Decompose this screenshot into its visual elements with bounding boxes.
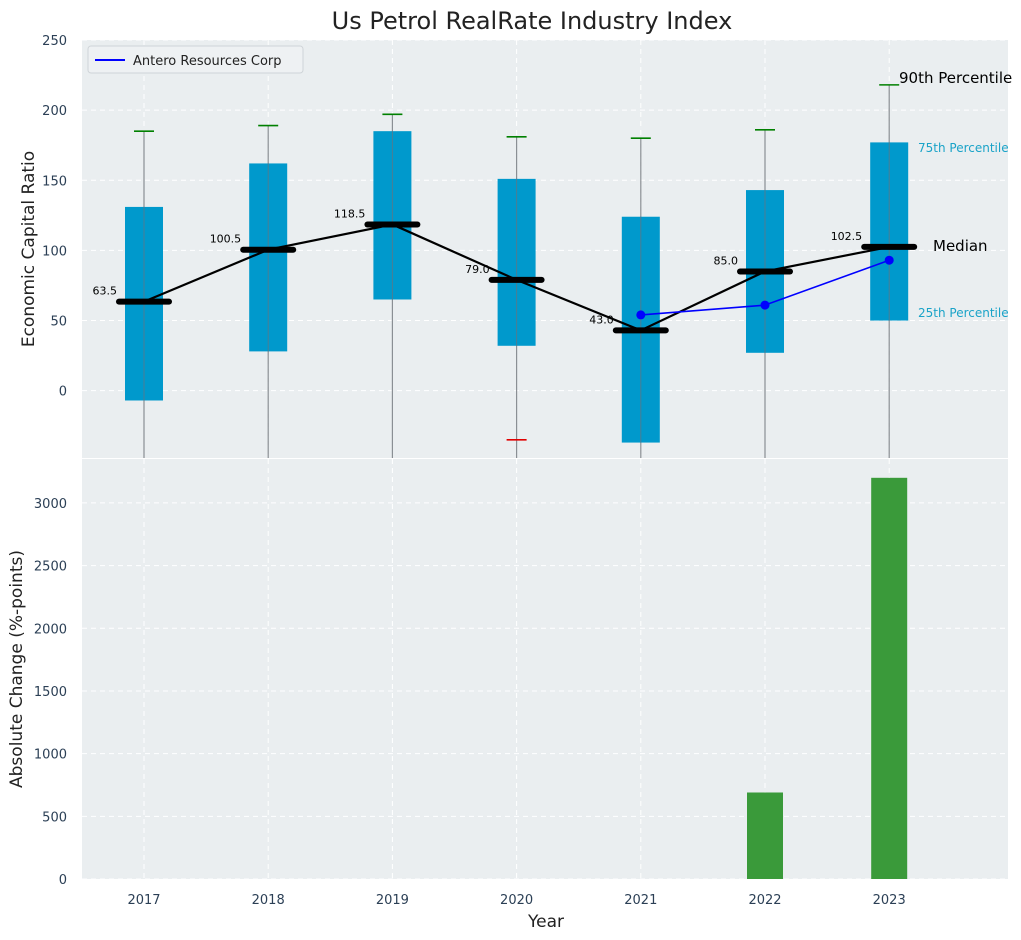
- legend-label-company: Antero Resources Corp: [133, 54, 282, 69]
- company-point: [884, 255, 894, 265]
- legend: Antero Resources Corp: [87, 45, 304, 74]
- annotation-p75: 75th Percentile: [918, 141, 1009, 155]
- bottom-grid: [82, 459, 1008, 880]
- median-label: 100.5: [210, 233, 242, 246]
- median-label: 102.5: [831, 230, 863, 243]
- top-y-tick-label: 100: [42, 244, 67, 259]
- company-series: [636, 255, 894, 320]
- company-point: [760, 300, 770, 310]
- change-bars: [747, 477, 908, 879]
- median-label: 43.0: [589, 313, 614, 326]
- bottom-y-axis-label: Absolute Change (%-points): [7, 550, 27, 788]
- percentile-annotations: 90th Percentile 75th Percentile Median 2…: [899, 69, 1012, 320]
- x-tick-label: 2018: [252, 893, 285, 908]
- bottom-y-tick-label: 2500: [34, 560, 67, 575]
- bottom-y-tick-label: 500: [42, 810, 67, 825]
- median-label: 118.5: [334, 207, 366, 220]
- top-y-tick-label: 200: [42, 104, 67, 119]
- top-y-ticks: 0 50 100 150 200 250: [42, 34, 67, 400]
- company-point: [636, 310, 646, 320]
- top-panel: 0 50 100 150 200 250 63.5 100.5 118.5 79.0 43.0 85…: [19, 34, 1012, 458]
- x-tick-label: 2020: [500, 893, 533, 908]
- bottom-y-tick-label: 3000: [34, 497, 67, 512]
- median-label: 63.5: [93, 285, 118, 298]
- top-y-tick-label: 150: [42, 174, 67, 189]
- median-labels: 63.5 100.5 118.5 79.0 43.0 85.0 102.5: [93, 207, 863, 326]
- top-y-axis-label: Economic Capital Ratio: [19, 151, 39, 347]
- median-label: 85.0: [714, 254, 739, 267]
- legend-box: [87, 45, 304, 74]
- bottom-y-tick-label: 0: [59, 873, 67, 888]
- x-tick-label: 2023: [873, 893, 906, 908]
- x-tick-label: 2021: [624, 893, 657, 908]
- annotation-p90: 90th Percentile: [899, 69, 1012, 87]
- annotation-median: Median: [933, 237, 988, 255]
- top-y-tick-label: 250: [42, 34, 67, 49]
- x-tick-label: 2022: [748, 893, 781, 908]
- bottom-y-ticks: 0 500 1000 1500 2000 2500 3000: [34, 497, 67, 888]
- median-label: 79.0: [465, 263, 490, 276]
- chart-title: Us Petrol RealRate Industry Index: [332, 7, 733, 35]
- median-markers: [116, 221, 918, 334]
- bottom-y-tick-label: 2000: [34, 622, 67, 637]
- x-tick-label: 2017: [127, 893, 160, 908]
- x-tick-label: 2019: [376, 893, 409, 908]
- bottom-y-tick-label: 1500: [34, 685, 67, 700]
- x-ticks: 2017 2018 2019 2020 2021 2022 2023: [127, 893, 905, 908]
- x-axis-label: Year: [527, 912, 564, 932]
- top-y-tick-label: 0: [59, 385, 67, 400]
- top-y-tick-label: 50: [50, 315, 67, 330]
- annotation-p25: 25th Percentile: [918, 306, 1009, 320]
- change-bar: [747, 792, 783, 879]
- change-bar: [871, 477, 908, 879]
- bottom-panel: 0 500 1000 1500 2000 2500 3000 Absolute Change…: [7, 459, 1008, 888]
- bottom-y-tick-label: 1000: [34, 748, 67, 763]
- bottom-panel-background: [82, 459, 1008, 879]
